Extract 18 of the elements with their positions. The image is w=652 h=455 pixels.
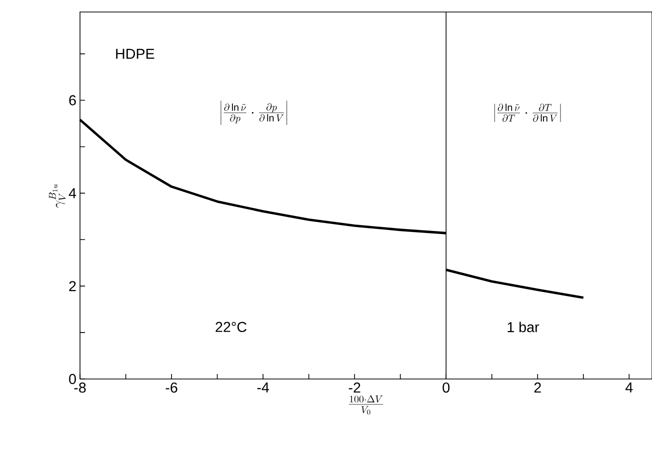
x-tick-label: -8 (74, 382, 86, 393)
y-axis-title: $\gamma_V^{B_{1u}}$ (48, 184, 66, 208)
x-tick-label: -4 (257, 382, 270, 392)
x-tick-label: 4 (625, 382, 633, 392)
annotation: $\left|\frac{\partial\ln\tilde{\nu}}{\partial p}\cdot\frac{\partial p}{\partial\ln V}\right|$ (220, 100, 288, 125)
annotation: HDPE (116, 48, 154, 59)
x-tick-label: 0 (442, 382, 450, 393)
x-tick-label: -6 (166, 382, 178, 393)
annotation: 22°C (216, 322, 246, 332)
annotation: $\left|\frac{\partial\ln\tilde{\nu}}{\partial T}\cdot\frac{\partial T}{\partial\ln V}\right|$ (494, 104, 561, 122)
y-tick-label: 0 (69, 374, 76, 384)
y-tick-label: 6 (69, 95, 76, 106)
annotation: 1 bar (508, 322, 540, 332)
x-tick-label: 2 (534, 382, 541, 393)
x-axis-title: $\frac{100\cdot\Delta V}{V_0}$ (348, 395, 384, 415)
y-tick-label: 2 (69, 281, 76, 292)
y-tick-label: 4 (68, 188, 76, 198)
x-tick-label: -2 (348, 382, 360, 393)
